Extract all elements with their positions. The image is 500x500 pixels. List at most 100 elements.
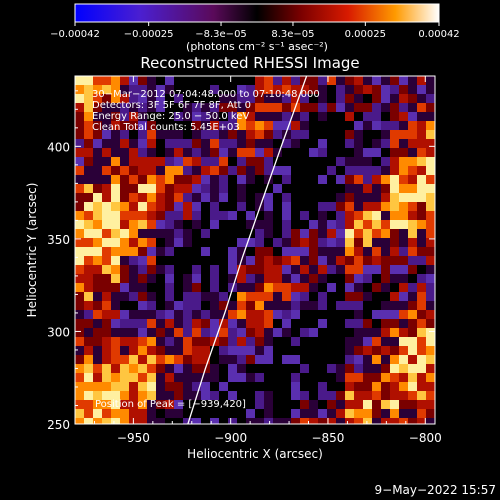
heatmap-cell — [165, 238, 175, 248]
heatmap-cell — [156, 274, 166, 284]
heatmap-cell — [327, 256, 337, 266]
heatmap-cell — [291, 148, 301, 158]
heatmap-cell — [264, 220, 274, 230]
heatmap-cell — [102, 76, 112, 86]
heatmap-cell — [75, 364, 85, 374]
heatmap-cell — [210, 202, 220, 212]
heatmap-cell — [138, 76, 148, 86]
heatmap-cell — [93, 283, 103, 293]
heatmap-cell — [219, 166, 229, 176]
heatmap-cell — [129, 373, 139, 383]
heatmap-cell — [264, 103, 274, 113]
heatmap-cell — [408, 382, 418, 392]
heatmap-cell — [417, 157, 427, 167]
heatmap-cell — [84, 202, 94, 212]
heatmap-cell — [408, 238, 418, 248]
heatmap-cell — [417, 400, 427, 410]
heatmap-cell — [354, 283, 364, 293]
heatmap-cell — [138, 328, 148, 338]
heatmap-cell — [219, 391, 229, 401]
heatmap-cell — [426, 166, 435, 176]
heatmap-cell — [327, 409, 337, 419]
heatmap-cell — [138, 310, 148, 320]
heatmap-cell — [390, 220, 400, 230]
heatmap-cell — [156, 175, 166, 185]
heatmap-cell — [354, 121, 364, 131]
heatmap-cell — [84, 256, 94, 266]
heatmap-cell — [219, 274, 229, 284]
heatmap-cell — [201, 193, 211, 203]
heatmap-cell — [318, 238, 328, 248]
heatmap-cell — [129, 310, 139, 320]
heatmap-cell — [219, 247, 229, 257]
heatmap-cell — [327, 220, 337, 230]
heatmap-cell — [183, 148, 193, 158]
heatmap-cell — [237, 166, 247, 176]
heatmap-cell — [282, 346, 292, 356]
heatmap-cell — [408, 175, 418, 185]
heatmap-cell — [381, 292, 391, 302]
heatmap-cell — [219, 328, 229, 338]
heatmap-cell — [417, 229, 427, 239]
heatmap-cell — [390, 391, 400, 401]
heatmap-cell — [219, 292, 229, 302]
heatmap-cell — [399, 229, 409, 239]
heatmap-cell — [417, 184, 427, 194]
heatmap-cell — [363, 175, 373, 185]
heatmap-cell — [192, 148, 202, 158]
heatmap-cell — [219, 175, 229, 185]
heatmap-cell — [282, 94, 292, 104]
heatmap-cell — [255, 175, 265, 185]
heatmap-cell — [255, 319, 265, 329]
heatmap-cell — [408, 301, 418, 311]
annotation-counts: Clean Total counts: 5.45E+03 — [92, 122, 240, 133]
heatmap-cell — [183, 166, 193, 176]
heatmap-cell — [192, 418, 202, 424]
heatmap-cell — [75, 94, 85, 104]
heatmap-cell — [174, 193, 184, 203]
heatmap-cell — [264, 346, 274, 356]
heatmap-cell — [174, 400, 184, 410]
heatmap-cell — [174, 112, 184, 122]
heatmap-cell — [210, 283, 220, 293]
heatmap-cell — [417, 310, 427, 320]
heatmap-cell — [237, 355, 247, 365]
heatmap-cell — [327, 94, 337, 104]
heatmap-cell — [246, 265, 256, 275]
heatmap-cell — [255, 364, 265, 374]
heatmap-cell — [93, 112, 103, 122]
heatmap-cell — [174, 319, 184, 329]
heatmap-cell — [264, 94, 274, 104]
heatmap-cell — [138, 112, 148, 122]
heatmap-cell — [102, 157, 112, 167]
heatmap-cell — [201, 247, 211, 257]
heatmap-cell — [408, 247, 418, 257]
heatmap-cell — [210, 346, 220, 356]
heatmap-cell — [165, 130, 175, 140]
heatmap-cell — [246, 148, 256, 158]
heatmap-cell — [426, 202, 435, 212]
heatmap-cell — [183, 202, 193, 212]
heatmap-cell — [363, 301, 373, 311]
heatmap-cell — [381, 364, 391, 374]
heatmap-cell — [75, 400, 85, 410]
heatmap-cell — [417, 283, 427, 293]
heatmap-cell — [282, 184, 292, 194]
heatmap-cell — [426, 391, 435, 401]
heatmap-cell — [156, 121, 166, 131]
heatmap-cell — [354, 193, 364, 203]
heatmap-cell — [147, 283, 157, 293]
heatmap-cell — [336, 355, 346, 365]
heatmap-cell — [111, 373, 121, 383]
heatmap-cell — [282, 337, 292, 347]
heatmap-cell — [336, 121, 346, 131]
heatmap-cell — [93, 373, 103, 383]
heatmap-cell — [354, 238, 364, 248]
heatmap-cell — [264, 319, 274, 329]
heatmap-cell — [282, 112, 292, 122]
heatmap-cell — [318, 76, 328, 86]
heatmap-cell — [111, 346, 121, 356]
heatmap-cell — [246, 355, 256, 365]
heatmap-cell — [264, 211, 274, 221]
heatmap-cell — [318, 373, 328, 383]
